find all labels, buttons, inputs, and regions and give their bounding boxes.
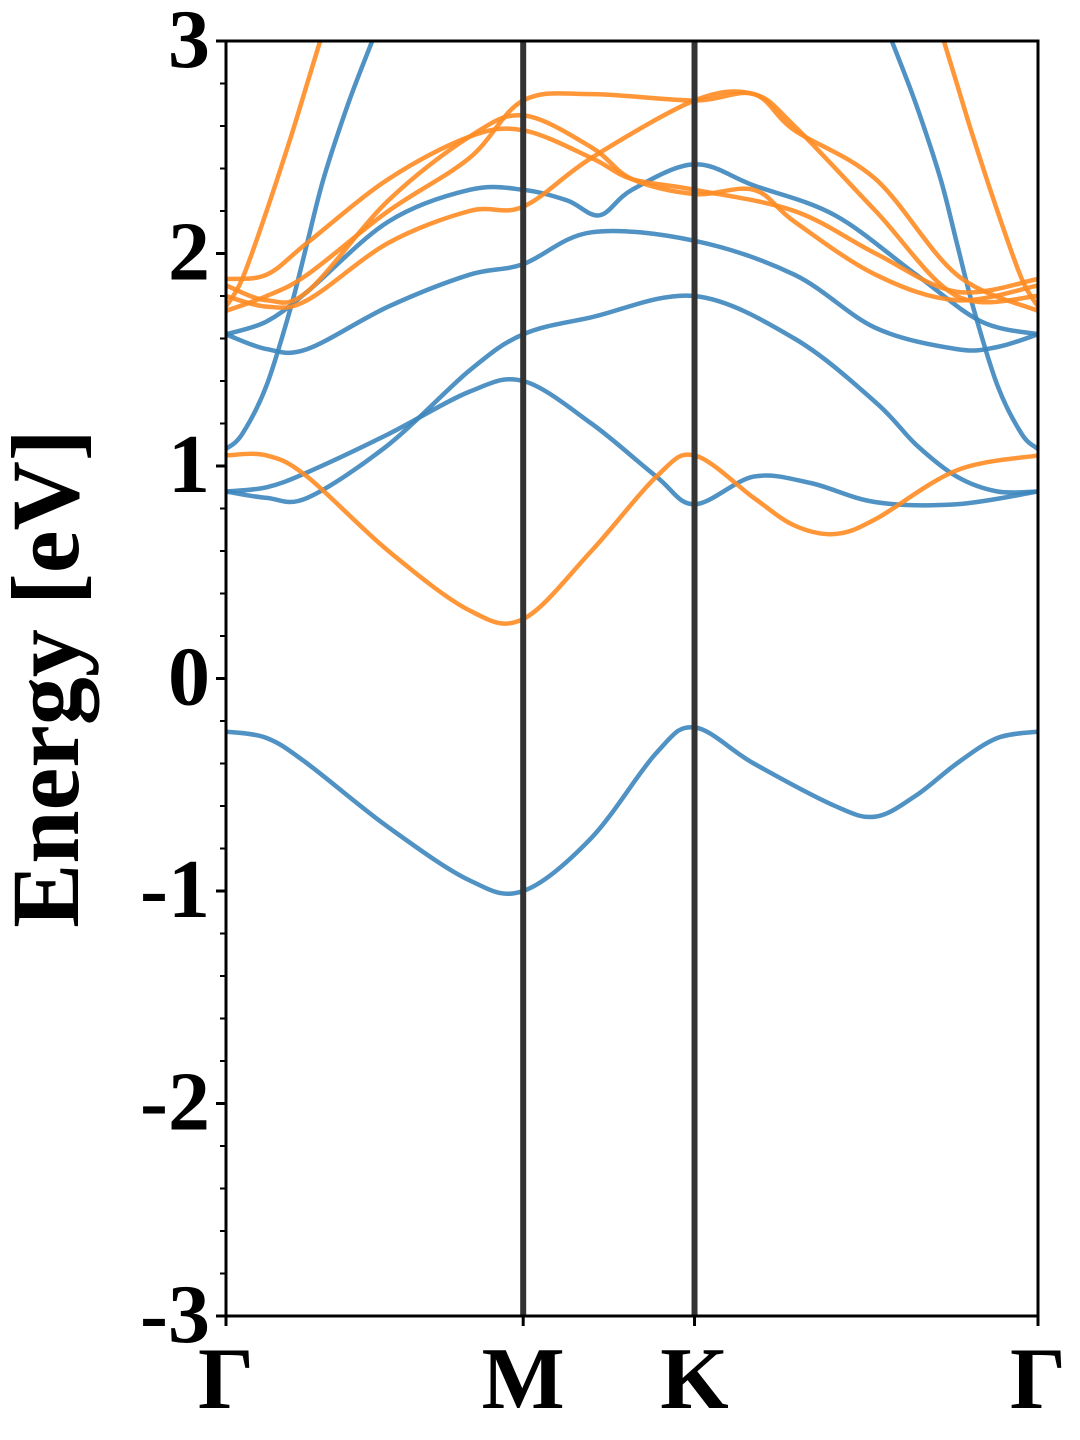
band-line-spin_down-12	[226, 112, 1038, 305]
x-tick-label-3: K	[660, 1331, 728, 1428]
y-tick-label: 2	[168, 206, 210, 299]
band-line-spin_up-1	[226, 724, 1038, 897]
x-tick-label-4: Γ	[1010, 1331, 1066, 1428]
band-line-spin_up-5	[226, 162, 1038, 337]
x-tick-label-1: Γ	[198, 1331, 254, 1428]
y-tick-label: 3	[168, 0, 210, 86]
band-line-spin_down-10	[941, 41, 1038, 309]
y-axis-label: Energy [eV]	[0, 429, 99, 928]
band-line-spin_up-2	[226, 376, 1038, 508]
band-line-spin_up-4	[226, 228, 1038, 356]
series-layer	[226, 41, 1038, 897]
band-line-spin_down-11	[226, 126, 1038, 295]
y-tick-label: 0	[168, 631, 210, 724]
band-line-spin_up-3	[226, 293, 1038, 505]
y-tick-label: -2	[140, 1056, 210, 1149]
y-tick-label: 1	[168, 418, 210, 511]
band-line-spin_down-9	[226, 41, 323, 309]
band-line-spin_down-13	[226, 89, 1038, 310]
y-axis-ticks: -3 -2 -1 0 1 2 3	[140, 0, 226, 1361]
x-tick-label-2: M	[482, 1331, 565, 1428]
y-tick-label: -3	[140, 1268, 210, 1361]
band-line-spin_down-8	[226, 451, 1038, 626]
kpoint-lines	[520, 41, 698, 1316]
y-tick-label: -1	[140, 843, 210, 936]
band-line-spin_down-14	[226, 90, 1038, 314]
band-line-spin_up-7	[889, 41, 1038, 452]
